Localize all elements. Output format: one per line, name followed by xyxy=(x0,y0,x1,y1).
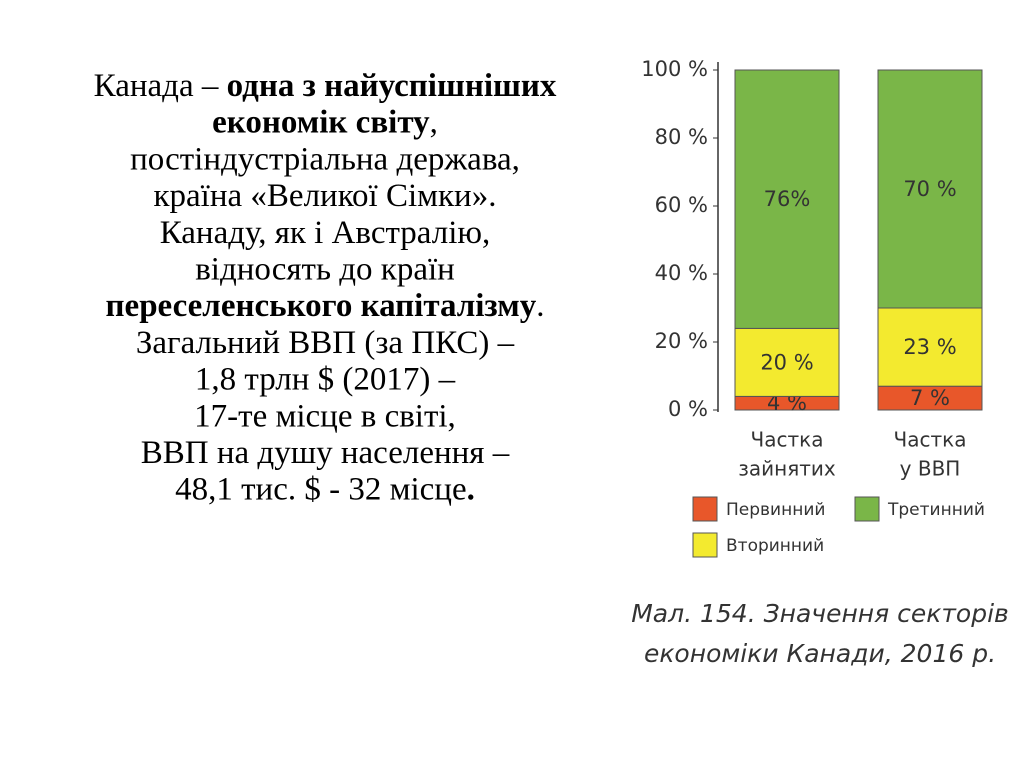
text-line: 17-те місце в світі, xyxy=(194,398,456,434)
text-run: . xyxy=(536,288,544,324)
text-run: Канаду, як і Австралію, xyxy=(160,214,491,250)
text-line: країна «Великої Сімки». xyxy=(154,178,497,214)
text-line: відносять до країн xyxy=(195,251,455,287)
text-line: переселенського капіталізму. xyxy=(106,288,545,324)
text-run: 17-те місце в світі, xyxy=(194,398,456,434)
text-line: ВВП на душу населення – xyxy=(141,435,510,471)
text-run: одна з найуспішніших xyxy=(227,68,557,104)
y-tick-label: 20 % xyxy=(655,329,708,353)
caption: Мал. 154. Значення секторів xyxy=(631,599,1009,628)
text-run: відносять до країн xyxy=(195,251,455,287)
legend-label: Третинний xyxy=(887,500,985,520)
text-line: економік світу, xyxy=(212,104,438,140)
value-label: 76% xyxy=(764,187,811,211)
y-tick-label: 40 % xyxy=(655,261,708,285)
value-label: 70 % xyxy=(903,177,956,201)
text-run: країна «Великої Сімки». xyxy=(154,178,497,214)
caption: економіки Канади, 2016 р. xyxy=(644,639,996,668)
y-tick-label: 100 % xyxy=(641,57,708,81)
text-run: Канада – xyxy=(94,68,227,104)
y-tick-label: 80 % xyxy=(655,125,708,149)
value-label: 7 % xyxy=(910,386,950,410)
value-label: 23 % xyxy=(903,335,956,359)
text-line: 1,8 трлн $ (2017) – xyxy=(195,361,456,397)
legend-label: Первинний xyxy=(726,500,825,520)
legend-label: Вторинний xyxy=(726,536,824,556)
text-line: 48,1 тис. $ - 32 місце. xyxy=(175,471,475,507)
y-tick-label: 0 % xyxy=(668,397,708,421)
text-line: Канада – одна з найуспішніших xyxy=(94,68,557,104)
text-line: Канаду, як і Австралію, xyxy=(160,214,491,250)
text-run: постіндустріальна держава, xyxy=(130,141,520,177)
text-run: економік світу xyxy=(212,104,430,140)
text-run: , xyxy=(430,104,438,140)
bar-segment xyxy=(734,327,840,397)
value-label: 20 % xyxy=(760,350,813,374)
y-tick-label: 60 % xyxy=(655,193,708,217)
text-run: . xyxy=(467,471,475,507)
text-run: 1,8 трлн $ (2017) – xyxy=(195,361,456,397)
text-run: 48,1 тис. $ - 32 місце xyxy=(175,471,466,507)
legend-swatch xyxy=(692,532,718,558)
text-run: Загальний ВВП (за ПКС) – xyxy=(136,324,515,360)
bar-segment xyxy=(877,69,983,309)
x-tick-label: зайнятих xyxy=(738,457,836,481)
bar-segment xyxy=(877,307,983,387)
text-line: Загальний ВВП (за ПКС) – xyxy=(136,324,515,360)
x-tick-label: Частка xyxy=(751,428,824,452)
bar-segment xyxy=(734,69,840,329)
legend-swatch xyxy=(692,496,718,522)
text-run: ВВП на душу населення – xyxy=(141,435,510,471)
text-line: постіндустріальна держава, xyxy=(130,141,520,177)
x-tick-label: Частка xyxy=(894,428,967,452)
legend-swatch xyxy=(854,496,880,522)
x-tick-label: у ВВП xyxy=(900,457,961,481)
text-run: переселенського капіталізму xyxy=(106,288,537,324)
